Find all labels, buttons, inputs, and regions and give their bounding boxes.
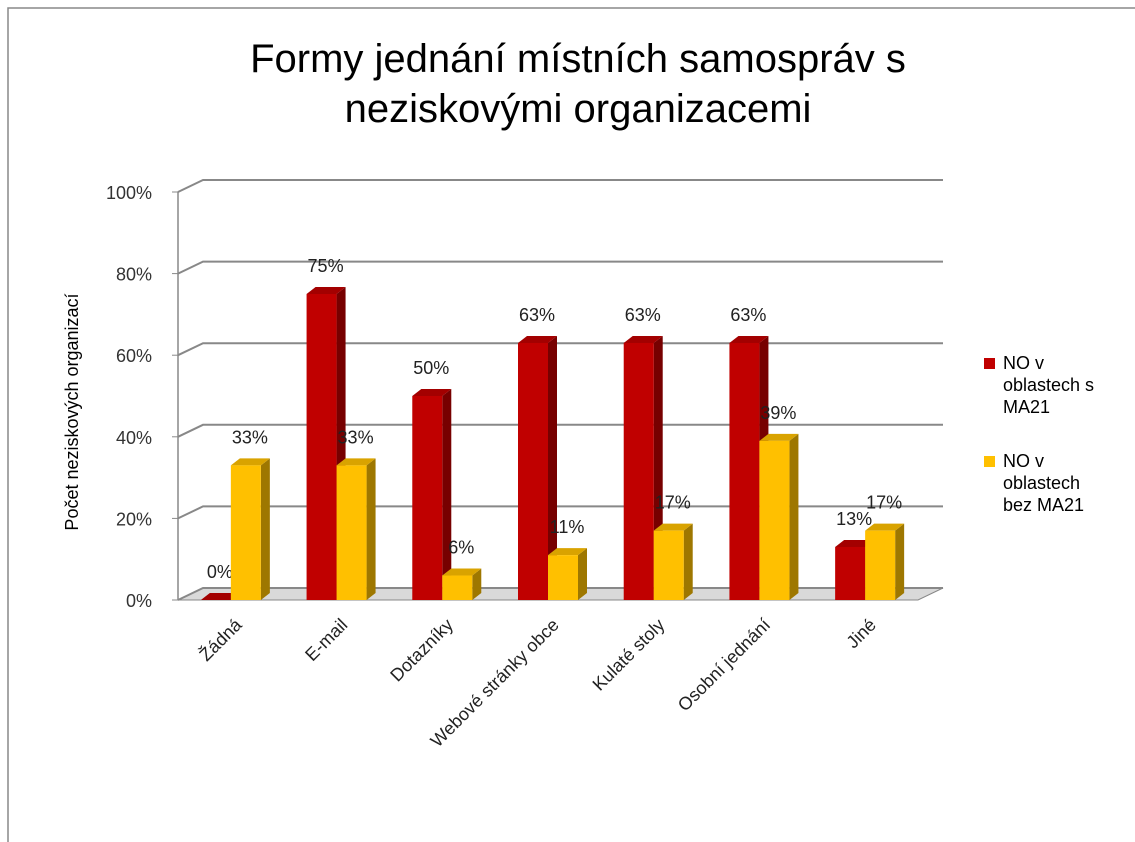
grid-line [177,587,943,601]
x-tick-label: Osobní jednání [674,615,774,715]
grid-line [177,505,943,520]
bar-side [895,523,905,600]
x-tick-label: Jiné [842,615,879,652]
value-label: 33% [338,427,374,447]
y-axis-label: Počet neziskových organizací [62,293,82,530]
bar-side [366,458,376,600]
bar-front [518,342,548,600]
bar-top [835,539,875,547]
value-label: 39% [760,403,796,423]
x-tick-label: Kulaté stoly [589,615,669,695]
bar-side [578,548,587,600]
value-label: 11% [550,517,585,537]
bar [548,548,587,600]
bar-side [260,458,270,600]
bar-top [759,433,799,441]
bar-top [653,523,693,531]
x-tick-label: E-mail [301,615,351,665]
legend-swatch [984,456,995,467]
bar-front [729,342,760,600]
bar-side [683,523,693,600]
bar [518,335,557,600]
value-label: 17% [655,493,691,513]
bar-front [336,465,367,600]
frame [7,7,1135,842]
bar-front [548,555,578,600]
bar-top [412,389,452,396]
grid-line [177,260,943,275]
legend-label: NO v oblastech s MA21 [1003,353,1095,417]
chart-title: neziskovými organizacemi [345,87,812,131]
grid-line [177,179,943,193]
y-tick-label: 100% [106,183,152,203]
y-tick-label: 0% [126,591,152,611]
y-tick-label: 60% [116,346,152,366]
bar-top [623,335,663,343]
y-tick-label: 40% [116,428,152,448]
y-tick-label: 80% [116,265,152,285]
value-label: 13% [836,509,872,529]
bar-top [865,523,905,531]
grid-line [177,342,943,357]
bar-side [789,433,799,600]
bar-front [306,294,337,600]
bar [442,568,482,600]
value-label: 6% [448,538,474,558]
x-tick-label: Žádná [195,614,246,665]
bar-front [835,546,866,600]
bar-top [200,593,240,600]
chart-title: Formy jednání místních samospráv s [250,37,906,81]
value-label: 0% [207,562,233,582]
value-label: 75% [308,256,344,276]
bar-top [548,548,587,556]
bar-front [412,396,443,600]
legend-swatch [984,358,995,369]
bar [412,389,452,600]
value-label: 63% [730,305,766,325]
value-label: 63% [625,305,661,325]
bar-top [336,458,376,466]
bar-front [230,465,261,600]
bar-side [442,389,452,600]
bar [336,458,376,600]
value-label: 33% [232,427,268,447]
value-label: 17% [866,493,902,513]
bar-front [865,530,896,600]
value-label: 50% [413,358,449,378]
x-tick-label: Dotazníky [386,615,457,686]
value-label: 63% [519,305,555,325]
bar-top [518,335,557,343]
bar [759,433,799,600]
bar-top [729,335,769,343]
bar-front [653,530,684,600]
bar-side [472,568,482,600]
bar-top [230,458,270,466]
bar-front [759,440,790,600]
legend-label: NO v oblastech bez MA21 [1003,451,1085,515]
bar-front [442,575,473,600]
bar [306,287,346,600]
bar-front [623,342,654,600]
bar-top [306,287,346,294]
grid-line [177,423,943,438]
bar-side [548,335,557,600]
bar [653,523,693,600]
bar [230,458,270,600]
bar [200,593,240,600]
bar [865,523,905,600]
y-tick-label: 20% [116,509,152,529]
bar-top [442,568,482,576]
